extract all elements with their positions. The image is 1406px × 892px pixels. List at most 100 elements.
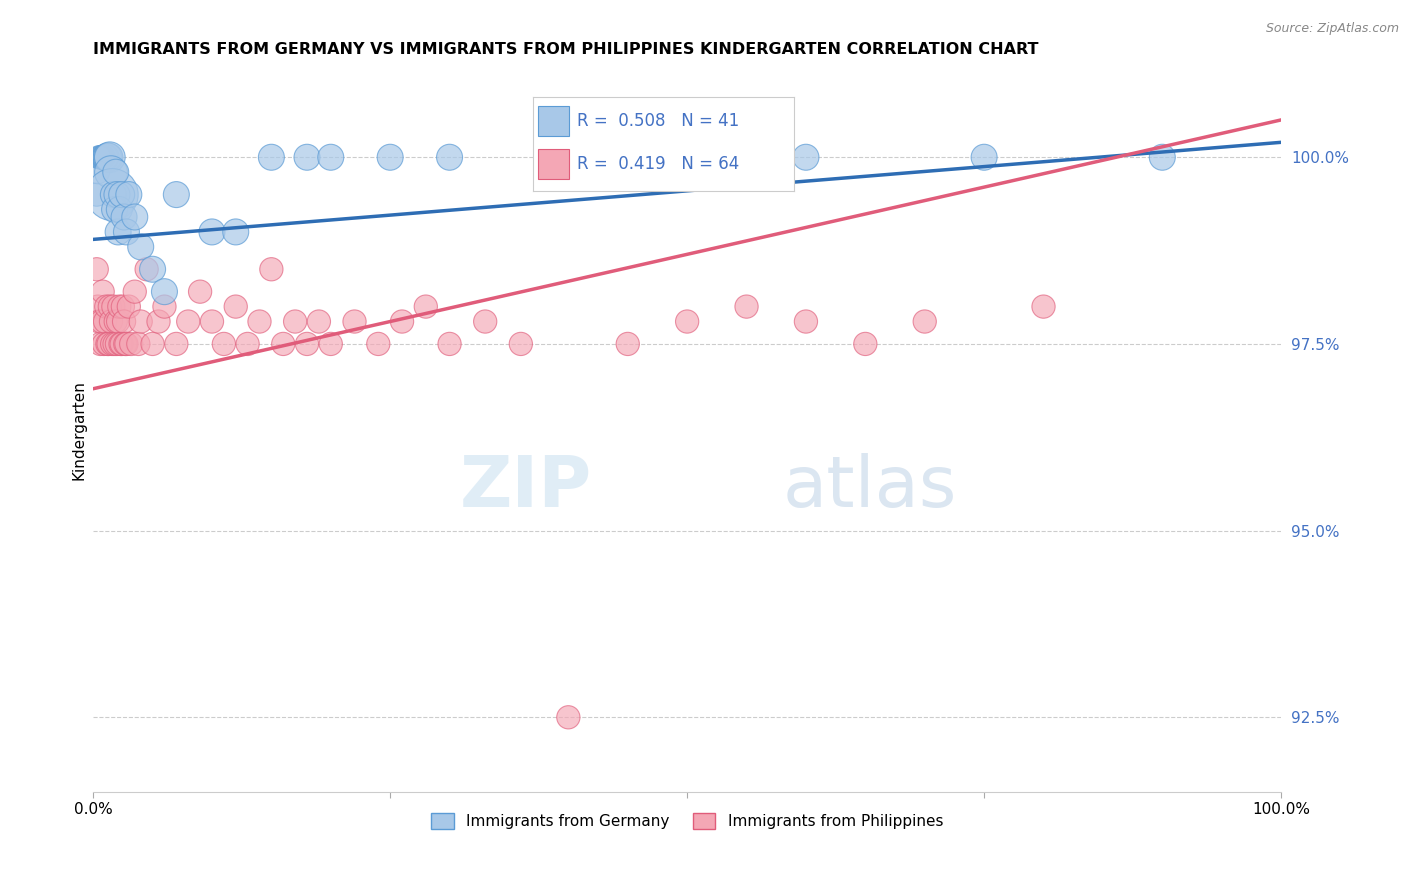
Point xyxy=(120,337,142,351)
Point xyxy=(616,337,638,351)
Point xyxy=(118,187,141,202)
Point xyxy=(391,314,413,328)
Point xyxy=(111,187,134,202)
Point xyxy=(96,150,118,164)
Point xyxy=(853,337,876,351)
Point xyxy=(557,150,579,164)
Point xyxy=(107,225,129,239)
Point xyxy=(91,285,114,299)
Point xyxy=(103,300,125,314)
Point xyxy=(295,150,318,164)
Point xyxy=(557,710,579,724)
Point xyxy=(165,187,187,202)
Point xyxy=(165,337,187,351)
Point xyxy=(676,150,699,164)
Y-axis label: Kindergarten: Kindergarten xyxy=(72,380,86,480)
Point xyxy=(284,314,307,328)
Point xyxy=(93,150,115,164)
Text: atlas: atlas xyxy=(782,453,956,522)
Point xyxy=(115,225,138,239)
Point xyxy=(112,314,135,328)
Point xyxy=(94,314,117,328)
Point xyxy=(236,337,259,351)
Point xyxy=(148,314,170,328)
Point xyxy=(111,337,134,351)
Point xyxy=(100,165,122,179)
Point xyxy=(103,187,125,202)
Point xyxy=(212,337,235,351)
Point xyxy=(676,314,699,328)
Point xyxy=(86,262,108,277)
Point xyxy=(86,187,108,202)
Legend: Immigrants from Germany, Immigrants from Philippines: Immigrants from Germany, Immigrants from… xyxy=(425,807,949,835)
Point xyxy=(260,262,283,277)
Text: IMMIGRANTS FROM GERMANY VS IMMIGRANTS FROM PHILIPPINES KINDERGARTEN CORRELATION : IMMIGRANTS FROM GERMANY VS IMMIGRANTS FR… xyxy=(93,42,1039,57)
Point xyxy=(98,150,121,164)
Point xyxy=(914,314,936,328)
Point xyxy=(1032,300,1054,314)
Point xyxy=(97,337,120,351)
Point xyxy=(94,150,117,164)
Point xyxy=(118,300,141,314)
Point xyxy=(271,337,294,351)
Point xyxy=(98,300,121,314)
Point xyxy=(90,150,112,164)
Point xyxy=(114,337,136,351)
Point xyxy=(295,337,318,351)
Point xyxy=(107,314,129,328)
Point xyxy=(115,337,138,351)
Text: ZIP: ZIP xyxy=(460,453,592,522)
Point xyxy=(378,150,401,164)
Point xyxy=(110,337,132,351)
Point xyxy=(105,337,128,351)
Point xyxy=(367,337,389,351)
Point xyxy=(735,300,758,314)
Point xyxy=(129,240,152,254)
Point xyxy=(153,285,176,299)
Point xyxy=(794,150,817,164)
Point xyxy=(794,314,817,328)
Point xyxy=(201,314,224,328)
Point xyxy=(135,262,157,277)
Point xyxy=(97,150,120,164)
Point xyxy=(1152,150,1174,164)
Point xyxy=(142,262,165,277)
Point xyxy=(111,300,134,314)
Point xyxy=(127,337,149,351)
Point xyxy=(89,314,111,328)
Point xyxy=(249,314,271,328)
Point xyxy=(415,300,437,314)
Point xyxy=(308,314,330,328)
Point xyxy=(201,225,224,239)
Point xyxy=(87,165,110,179)
Point xyxy=(103,337,125,351)
Point xyxy=(104,165,127,179)
Point xyxy=(124,210,146,224)
Text: Source: ZipAtlas.com: Source: ZipAtlas.com xyxy=(1265,22,1399,36)
Point xyxy=(153,300,176,314)
Point xyxy=(319,150,342,164)
Point xyxy=(509,337,531,351)
Point xyxy=(103,202,125,217)
Point xyxy=(96,150,118,164)
Point xyxy=(177,314,200,328)
Point xyxy=(188,285,211,299)
Point xyxy=(439,337,461,351)
Point xyxy=(96,300,118,314)
Point xyxy=(105,187,128,202)
Point xyxy=(101,187,124,202)
Point xyxy=(108,202,131,217)
Point xyxy=(93,337,115,351)
Point xyxy=(89,337,111,351)
Point xyxy=(100,314,122,328)
Point xyxy=(112,210,135,224)
Point xyxy=(101,337,124,351)
Point xyxy=(319,337,342,351)
Point xyxy=(89,150,111,164)
Point xyxy=(343,314,366,328)
Point xyxy=(129,314,152,328)
Point xyxy=(124,285,146,299)
Point xyxy=(142,337,165,351)
Point xyxy=(439,150,461,164)
Point xyxy=(973,150,995,164)
